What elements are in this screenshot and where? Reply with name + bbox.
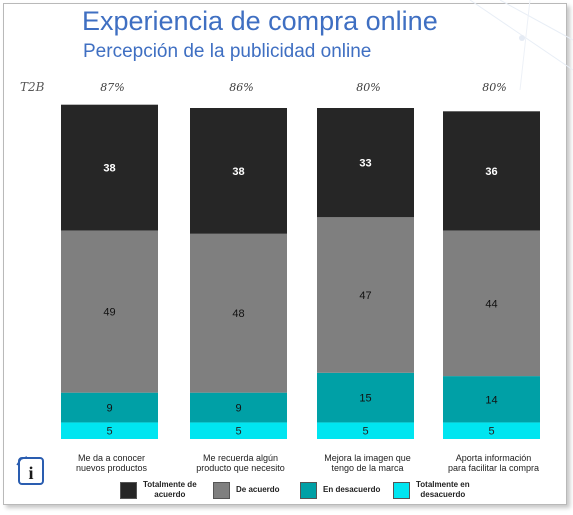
category-label: Aporta información	[456, 453, 532, 463]
logo-letter: i	[28, 463, 33, 483]
legend-item: En desacuerdo	[300, 478, 380, 502]
category-label: nuevos productos	[76, 463, 148, 473]
data-label: 5	[235, 426, 241, 438]
data-label: 38	[232, 166, 244, 178]
category-label: tengo de la marca	[331, 463, 403, 473]
bar-segment	[443, 376, 540, 423]
bar-segment	[443, 422, 540, 439]
t2b-label: T2B	[20, 80, 45, 94]
data-label: 9	[106, 403, 112, 415]
legend-label: De acuerdo	[236, 485, 280, 494]
legend-label: Totalmente en desacuerdo	[416, 480, 470, 499]
data-label: 47	[359, 290, 371, 302]
legend-swatch	[213, 481, 230, 499]
bar-segment	[190, 422, 287, 439]
bar-segment	[443, 111, 540, 231]
t2b-value: 80%	[356, 81, 380, 94]
bar-segment	[61, 104, 158, 231]
legend-swatch	[120, 481, 137, 499]
data-label: 49	[103, 307, 115, 319]
t2b-value: 86%	[229, 81, 253, 94]
bar-segment	[190, 392, 287, 423]
chart-title: Experiencia de compra online	[82, 6, 438, 36]
data-label: 38	[103, 163, 115, 175]
bar-segment	[190, 233, 287, 393]
category-label: Mejora la imagen que	[324, 453, 411, 463]
bar-segment	[317, 108, 414, 218]
data-label: 48	[232, 308, 244, 320]
data-label: 44	[485, 298, 497, 310]
legend-item: De acuerdo	[213, 478, 280, 502]
data-label: 33	[359, 158, 371, 170]
data-label: 9	[235, 403, 241, 415]
t2b-value: 80%	[482, 81, 506, 94]
info-logo-icon: i	[16, 456, 44, 485]
bar-segment	[61, 422, 158, 439]
bar-segment	[317, 372, 414, 423]
data-label: 5	[488, 426, 494, 438]
bar-segment	[317, 422, 414, 439]
chart-subtitle: Percepción de la publicidad online	[83, 41, 372, 62]
data-label: 5	[106, 426, 112, 438]
data-label: 15	[359, 393, 371, 405]
data-label: 5	[362, 426, 368, 438]
bar-segment	[61, 230, 158, 393]
category-label: Me da a conocer	[78, 453, 145, 463]
t2b-value: 87%	[100, 81, 124, 94]
category-label: producto que necesito	[196, 463, 285, 473]
background-decoration	[469, 0, 573, 90]
legend-item: Totalmente de acuerdo	[120, 478, 197, 502]
legend-swatch	[300, 481, 317, 499]
bar-segment	[317, 217, 414, 373]
legend-swatch	[393, 481, 410, 499]
bar-segment	[61, 392, 158, 423]
category-label: para facilitar la compra	[448, 463, 539, 473]
legend-label: Totalmente de acuerdo	[143, 480, 197, 499]
bar-segment	[190, 108, 287, 234]
category-label: Me recuerda algún	[203, 453, 278, 463]
legend-label: En desacuerdo	[323, 485, 381, 494]
bar-segment	[443, 230, 540, 377]
data-label: 14	[485, 394, 497, 406]
data-label: 36	[485, 166, 497, 178]
legend-item: Totalmente en desacuerdo	[393, 478, 470, 502]
